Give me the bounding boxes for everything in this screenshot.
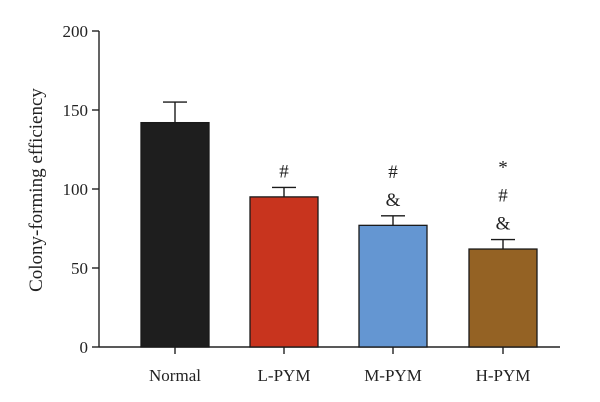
significance-annotations: # & # & # * [279,158,510,235]
y-tick-label: 100 [63,180,89,199]
y-tick-label: 200 [63,22,89,41]
x-axis: Normal L-PYM M-PYM H-PYM [99,346,560,385]
y-tick-label: 0 [80,338,89,357]
bar [468,248,538,348]
y-tick-label: 50 [71,259,88,278]
significance-mark: # [498,186,508,207]
y-tick-label: 150 [63,101,89,120]
significance-mark: & [386,190,401,211]
x-tick-label: L-PYM [258,366,311,385]
significance-mark: * [498,158,508,179]
significance-mark: # [388,162,398,183]
significance-mark: & [496,214,511,235]
bar [358,224,428,348]
significance-mark: # [279,161,289,182]
error-bars [163,101,515,250]
bars [140,121,538,348]
y-axis: 0 50 100 150 200 [63,22,100,357]
bar [249,196,319,348]
x-tick-label: Normal [149,366,201,385]
y-axis-title: Colony-forming efficiency [26,88,47,292]
x-tick-label: H-PYM [476,366,531,385]
bar [140,121,210,348]
x-tick-label: M-PYM [364,366,422,385]
